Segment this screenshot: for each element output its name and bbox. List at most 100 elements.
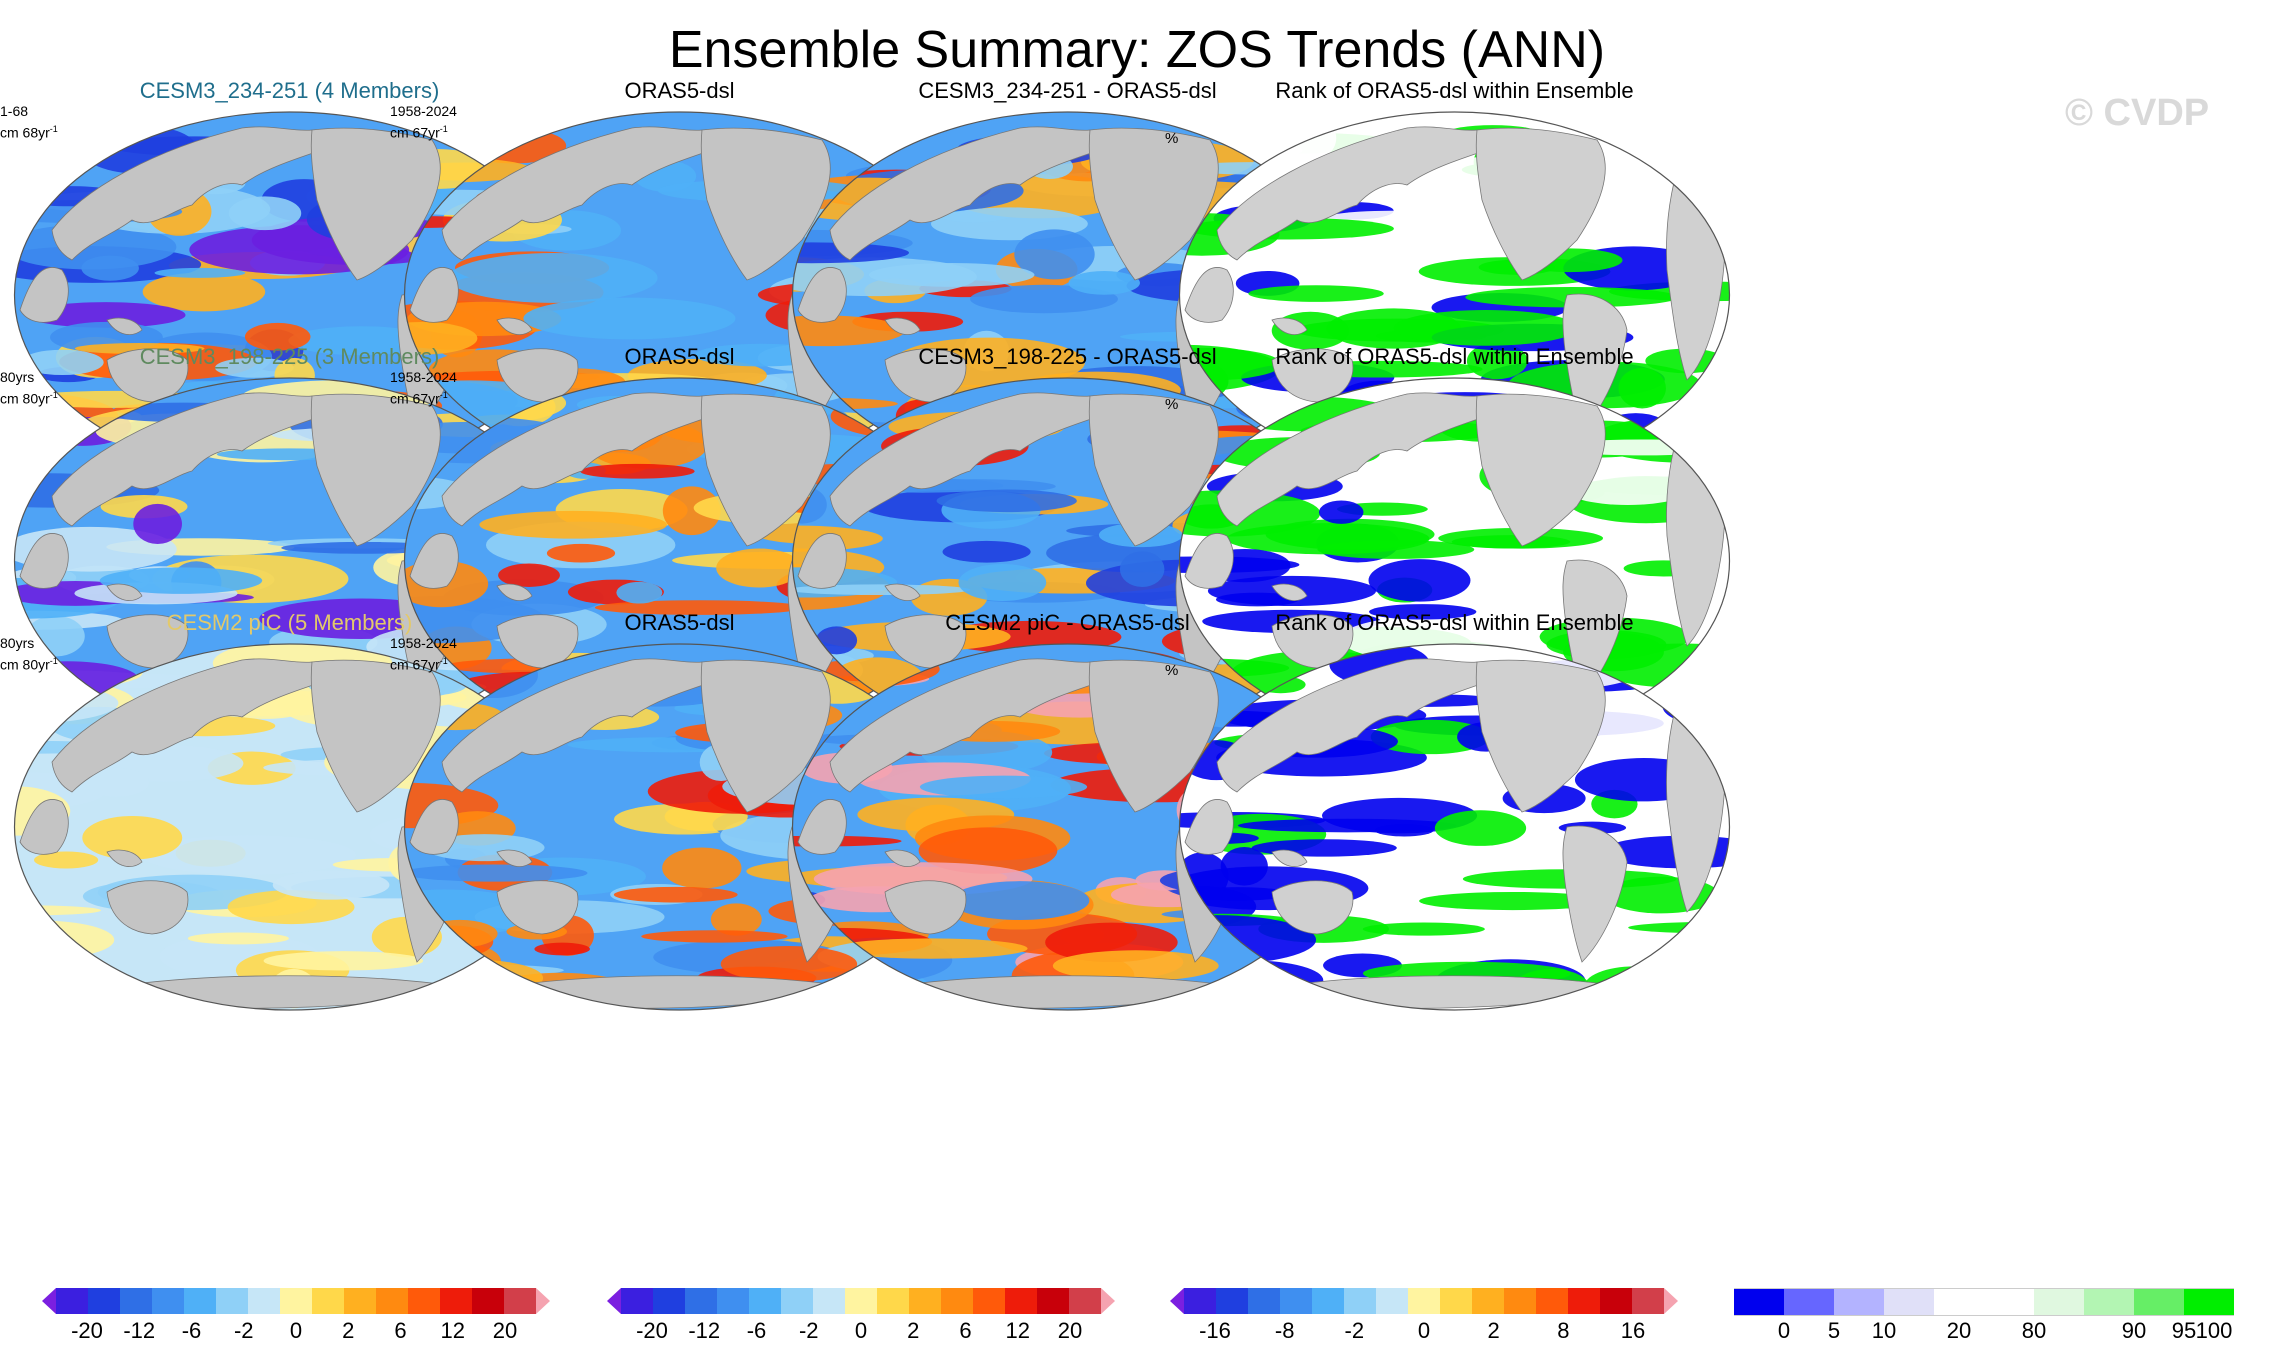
land-mass	[1184, 533, 1234, 589]
field-patch	[187, 932, 289, 945]
colorbar-swatch	[1344, 1288, 1376, 1314]
world-map	[1178, 643, 1731, 1011]
colorbar-tick-label: -20	[71, 1318, 103, 1343]
field-patch	[1318, 500, 1364, 524]
colorbar-tick-label: -6	[746, 1318, 767, 1343]
panel-title: CESM3_234-251 (4 Members)	[139, 78, 440, 103]
panel-percent-label: %	[1165, 662, 1179, 679]
land-mass	[797, 799, 847, 855]
field-patch	[1052, 950, 1219, 982]
colorbar-cb1	[42, 1288, 550, 1314]
field-patch	[244, 322, 311, 351]
world-map	[1178, 111, 1731, 479]
colorbar-swatch	[1934, 1288, 1984, 1316]
land-mass	[797, 267, 847, 323]
land-mass	[1216, 126, 1488, 261]
figure-title: Ensemble Summary: ZOS Trends (ANN)	[668, 21, 1606, 79]
land-mass	[496, 317, 533, 335]
land-mass	[884, 880, 967, 935]
colorbar-swatch	[184, 1288, 216, 1314]
colorbar-swatch	[909, 1288, 941, 1314]
land-mass	[1088, 393, 1219, 547]
land-mass	[884, 849, 921, 867]
field-patch	[1475, 948, 1634, 959]
field-patch	[1618, 367, 1666, 409]
field-patch	[1068, 271, 1140, 295]
colorbar-swatch	[2134, 1288, 2184, 1316]
colorbar-swatch	[1504, 1288, 1536, 1314]
land-mass	[1271, 880, 1354, 935]
colorbar-swatch	[607, 1288, 621, 1314]
colorbar-tick-label: 12	[440, 1318, 465, 1343]
map-panel-r1c4: Rank of ORAS5-dsl within Ensemble%	[1165, 78, 1732, 480]
field-patch	[141, 835, 356, 875]
colorbar-ticks-cb4: 0 5 10 20 80 90 95 100	[1734, 1318, 2234, 1344]
colorbar-swatch	[1005, 1288, 1037, 1314]
field-patch	[81, 255, 139, 281]
field-patch	[422, 919, 498, 948]
field-patch	[21, 349, 104, 376]
colorbar-tick-label: 20	[492, 1318, 518, 1343]
map-panel-r3c4: Rank of ORAS5-dsl within Ensemble%	[1165, 610, 1732, 1012]
colorbar-swatch	[621, 1288, 653, 1314]
land-mass	[51, 126, 323, 261]
panel-units-exponent: -1	[439, 390, 448, 400]
colorbar-swatch	[685, 1288, 717, 1314]
colorbar-swatch	[653, 1288, 685, 1314]
colorbar-swatch	[376, 1288, 408, 1314]
field-patch	[594, 600, 805, 615]
panel-title: CESM2 piC - ORAS5-dsl	[945, 610, 1190, 635]
field-patch	[14, 951, 80, 971]
field-patch	[1628, 921, 1730, 934]
land-mass	[829, 126, 1101, 261]
colorbar-swatch	[152, 1288, 184, 1314]
land-mass	[19, 533, 69, 589]
panel-period-info: 1-68 cm 68yr-1	[0, 102, 58, 142]
colorbar-swatch	[408, 1288, 440, 1314]
land-mass	[1088, 659, 1219, 813]
panel-title: Rank of ORAS5-dsl within Ensemble	[1275, 344, 1634, 369]
land-mass	[310, 393, 441, 547]
field-patch	[1671, 677, 1730, 697]
panel-period: 1958-2024	[390, 635, 457, 651]
panel-period: 1958-2024	[390, 369, 457, 385]
field-patch	[272, 870, 390, 900]
panel-units-text: cm 80yr	[0, 656, 50, 673]
colorbar-swatch	[717, 1288, 749, 1314]
field-patch	[263, 951, 424, 971]
colorbar-swatch	[1472, 1288, 1504, 1314]
land-mass	[441, 126, 713, 261]
panel-units-exponent: -1	[439, 656, 448, 666]
field-patch	[534, 942, 590, 956]
field-patch	[1180, 960, 1324, 1001]
land-mass	[1088, 127, 1219, 281]
colorbar-tick-label: 2	[342, 1318, 355, 1343]
map-panel-r1c3: CESM3_234-251 - ORAS5-dsl	[790, 78, 1345, 480]
field-patch	[1451, 535, 1571, 549]
colorbar-swatch	[312, 1288, 344, 1314]
colorbar-swatch	[504, 1288, 536, 1314]
panel-title: Rank of ORAS5-dsl within Ensemble	[1275, 78, 1634, 103]
panel-units: cm 67yr-1	[390, 120, 457, 142]
colorbar-swatch	[1101, 1288, 1115, 1314]
land-mass	[496, 880, 579, 935]
colorbar-ticks-cb1: -20 -12 -6 -2 0 2 6 12 20	[42, 1318, 550, 1344]
land-mass	[700, 127, 831, 281]
land-mass	[409, 267, 459, 323]
field-patch	[1583, 966, 1685, 1009]
colorbar-swatch	[1600, 1288, 1632, 1314]
colorbar-swatch	[1248, 1288, 1280, 1314]
field-patch	[1560, 468, 1695, 505]
colorbar-swatch	[1536, 1288, 1568, 1314]
panel-title: ORAS5-dsl	[624, 610, 735, 635]
colorbar-swatch	[472, 1288, 504, 1314]
field-patch	[1419, 891, 1606, 911]
field-patch	[1646, 144, 1730, 170]
panel-units-exponent: -1	[49, 390, 58, 400]
field-patch	[1644, 144, 1730, 160]
colorbar-swatch	[88, 1288, 120, 1314]
colorbar-swatch	[1440, 1288, 1472, 1314]
panel-units: cm 67yr-1	[390, 386, 457, 408]
land-mass	[106, 317, 143, 335]
field-patch	[404, 321, 478, 355]
